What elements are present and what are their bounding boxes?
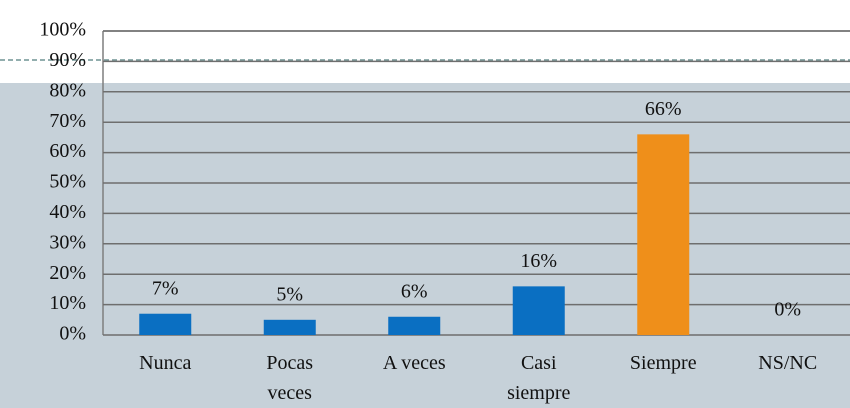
y-tick-label: 90% xyxy=(49,49,86,71)
y-tick-label: 80% xyxy=(49,79,86,101)
x-tick-label: Pocas veces xyxy=(266,352,313,404)
x-tick-line: A veces xyxy=(383,352,446,374)
value-label: 6% xyxy=(401,280,428,302)
x-tick-line: veces xyxy=(268,382,313,404)
value-label: 66% xyxy=(645,98,682,120)
y-tick-label: 70% xyxy=(49,110,86,132)
y-tick-label: 100% xyxy=(39,19,86,41)
x-tick-line: Casi xyxy=(521,352,557,374)
bar xyxy=(263,319,316,335)
x-tick-label: Siempre xyxy=(630,352,697,374)
x-tick-line: siempre xyxy=(507,382,570,404)
plot-top xyxy=(103,31,850,83)
y-tick-label: 30% xyxy=(49,231,86,253)
background-panel xyxy=(0,83,850,408)
x-tick-line: NS/NC xyxy=(758,352,817,374)
value-label: 0% xyxy=(774,299,801,321)
value-label: 16% xyxy=(520,250,557,272)
y-tick-label: 40% xyxy=(49,201,86,223)
y-tick-label: 60% xyxy=(49,140,86,162)
y-tick-label: 0% xyxy=(59,323,86,345)
x-tick-line: Siempre xyxy=(630,352,697,374)
x-tick-label: Nunca xyxy=(139,352,191,374)
bar xyxy=(139,313,192,335)
y-tick-label: 50% xyxy=(49,171,86,193)
x-tick-label: NS/NC xyxy=(758,352,817,374)
bar xyxy=(637,134,690,335)
x-tick-label: Casi siempre xyxy=(507,352,570,404)
x-tick-line: Nunca xyxy=(139,352,191,374)
value-label: 7% xyxy=(152,277,179,299)
x-tick-label: A veces xyxy=(383,352,446,374)
y-tick-label: 10% xyxy=(49,292,86,314)
bar xyxy=(388,316,441,335)
x-tick-line: Pocas xyxy=(266,352,313,374)
value-label: 5% xyxy=(276,283,303,305)
bar xyxy=(512,286,565,335)
y-tick-label: 20% xyxy=(49,262,86,284)
